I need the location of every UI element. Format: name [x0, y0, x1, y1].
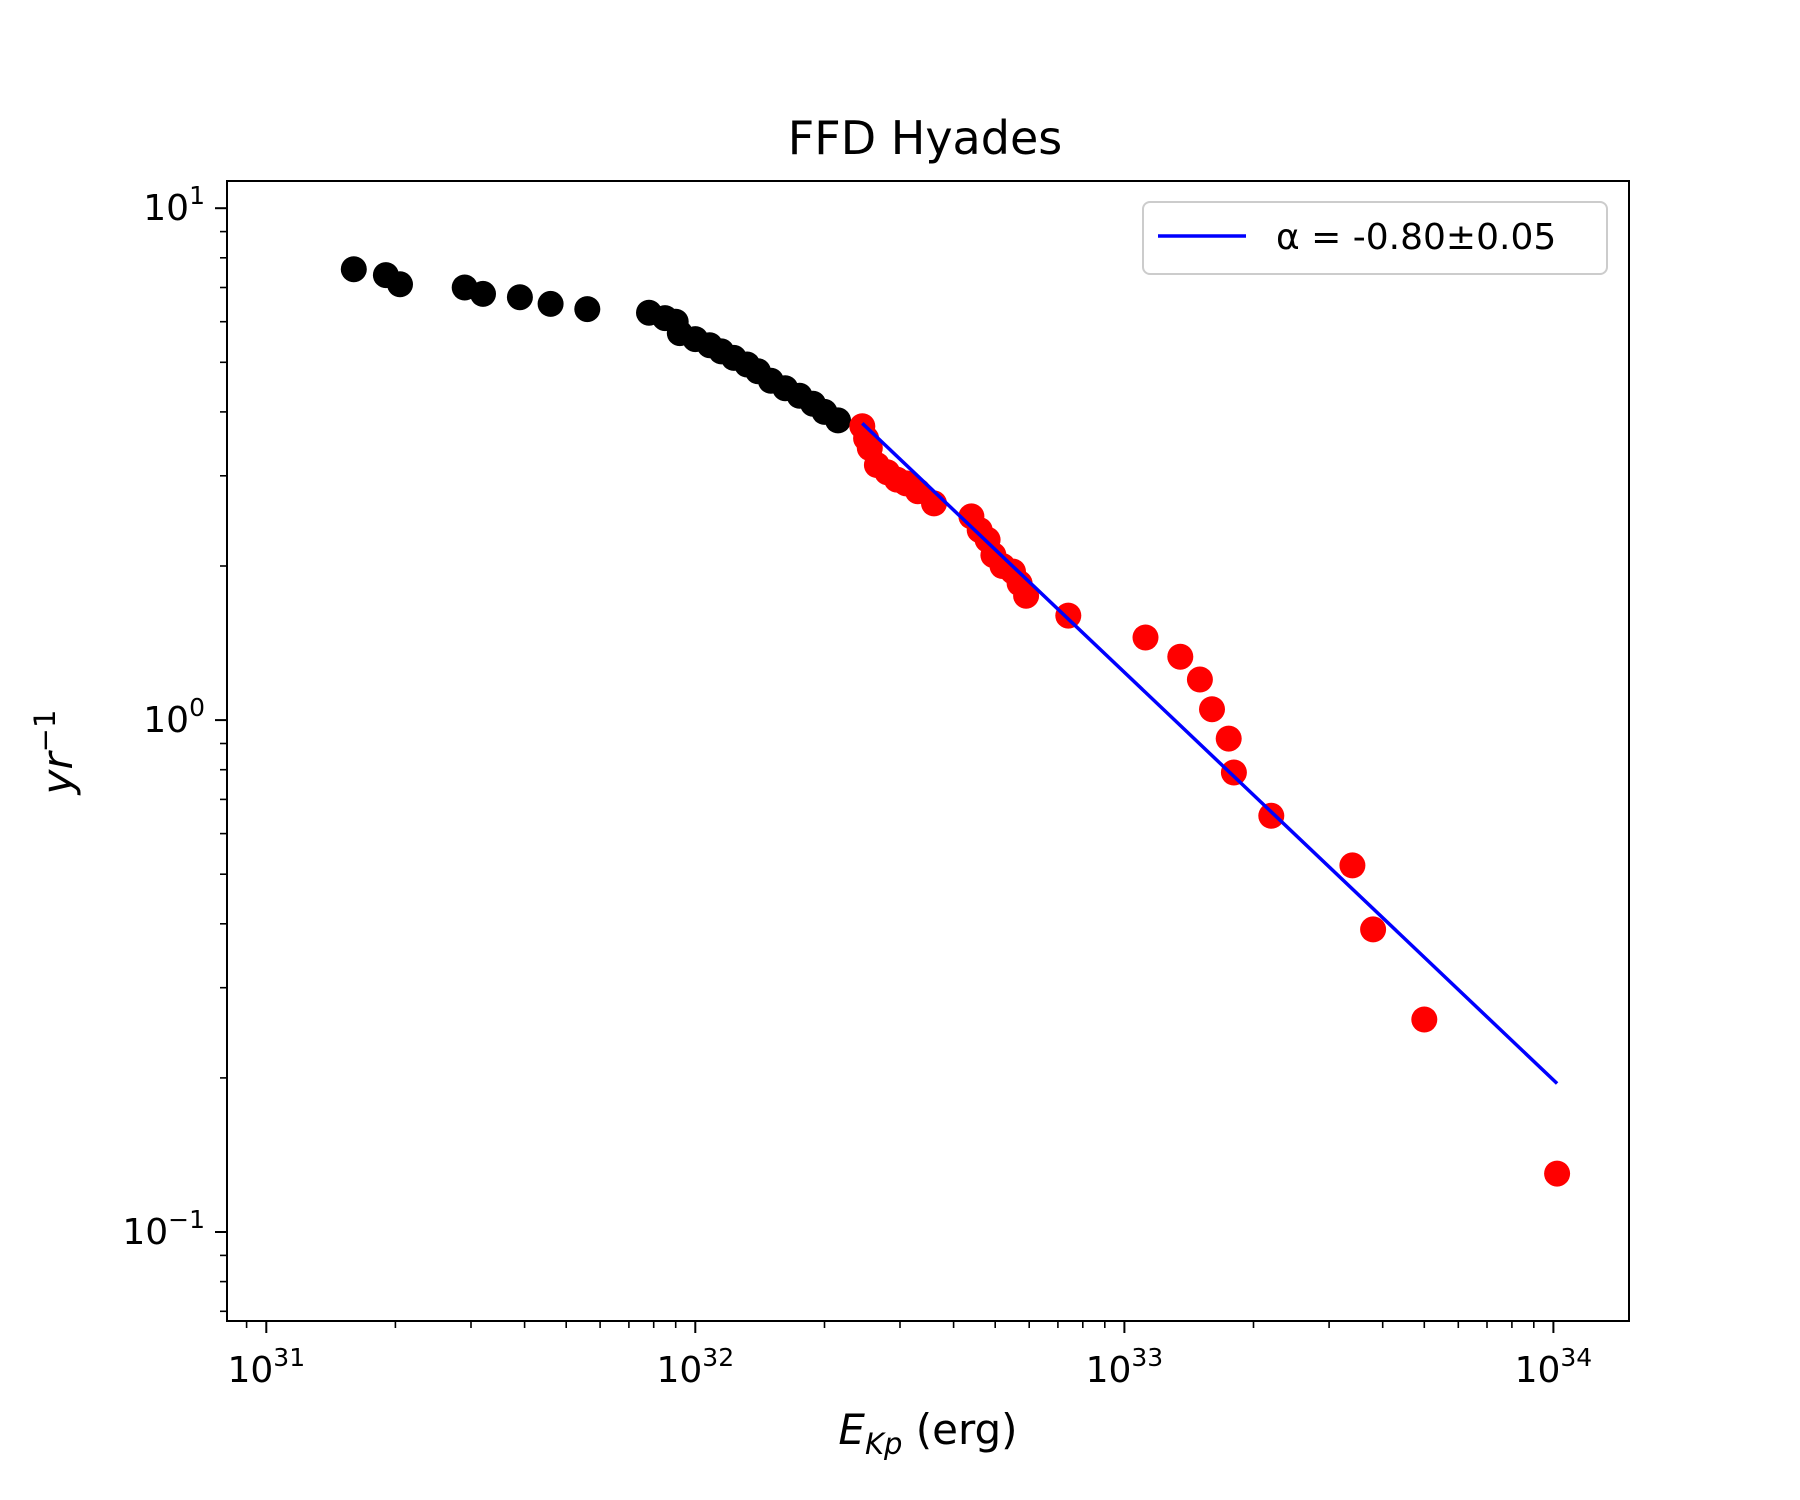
chart-title: FFD Hyades [788, 111, 1062, 165]
plot-frame [226, 180, 1630, 1322]
y-tick-label: 100 [143, 693, 205, 741]
y-tick-label: 101 [143, 181, 205, 229]
data-point-s2-23 [1215, 725, 1242, 752]
data-point-s2-27 [1360, 916, 1387, 943]
fit-line-layer [861, 422, 1559, 1085]
data-points [340, 256, 1571, 1187]
x-tick-label: 1032 [656, 1343, 734, 1391]
data-point-s1-8 [574, 296, 601, 323]
y-tick-label: 10−1 [122, 1205, 205, 1253]
data-point-s2-26 [1339, 852, 1366, 879]
legend-label: α = -0.80±0.05 [1276, 217, 1556, 258]
data-point-s2-21 [1186, 666, 1213, 693]
data-point-s2-22 [1199, 696, 1225, 723]
data-point-s2-9 [921, 490, 947, 517]
data-point-s1-1 [340, 256, 367, 283]
legend-box [1142, 201, 1608, 275]
x-tick-label: 1031 [227, 1343, 305, 1391]
y-axis-label: yr−1 [28, 710, 82, 797]
x-axis: 1031 1032 1033 1034 [227, 1321, 1592, 1391]
data-point-s2-28 [1411, 1006, 1438, 1033]
data-point-s1-7 [537, 290, 564, 317]
data-point-s1-5 [470, 280, 496, 307]
data-point-s1-3 [387, 271, 413, 298]
data-point-s2-17 [1013, 582, 1040, 609]
data-point-s2-20 [1167, 643, 1194, 670]
data-point-s2-18 [1055, 602, 1082, 629]
data-point-s2-24 [1220, 759, 1247, 786]
data-point-s2-25 [1258, 802, 1285, 829]
x-tick-label: 1034 [1515, 1343, 1593, 1391]
y-axis: 101 100 10−1 [122, 181, 227, 1313]
data-point-s1-6 [506, 284, 533, 311]
legend: α = -0.80±0.05 [1142, 201, 1608, 275]
data-point-s1-24 [825, 407, 851, 434]
x-tick-label: 1033 [1086, 1343, 1164, 1391]
x-axis-label: EKp (erg) [838, 1405, 1017, 1461]
data-point-s2-19 [1132, 624, 1159, 651]
fit-line [861, 422, 1559, 1085]
data-point-s2-29 [1544, 1160, 1571, 1187]
